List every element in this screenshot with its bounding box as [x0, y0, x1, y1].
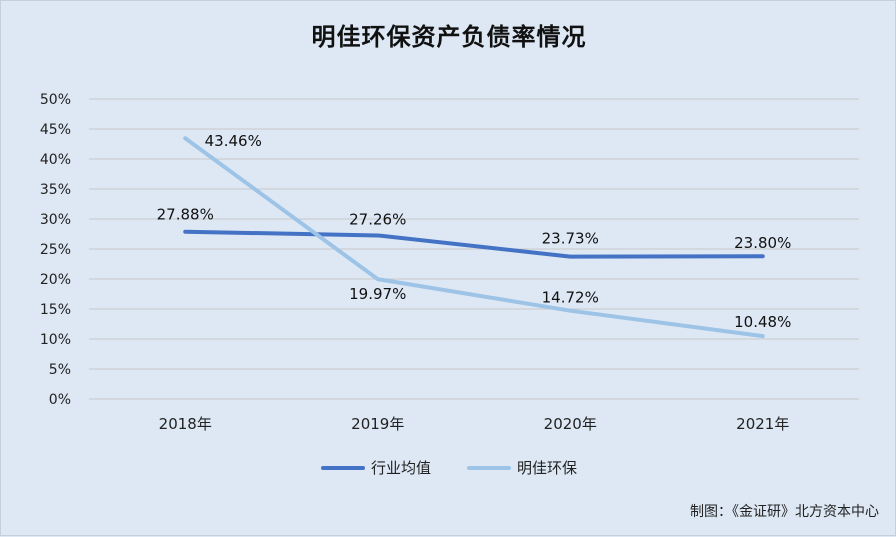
legend-item-mingjia: 明佳环保: [467, 457, 577, 478]
data-label: 23.80%: [734, 234, 791, 252]
series-line: [183, 136, 765, 339]
y-tick-label: 5%: [49, 362, 71, 378]
series-line: [183, 229, 765, 259]
y-tick-label: 30%: [40, 212, 71, 228]
y-tick-label: 25%: [40, 242, 71, 258]
data-label: 27.88%: [157, 206, 214, 224]
legend-label: 明佳环保: [517, 459, 578, 477]
y-tick-label: 45%: [40, 122, 71, 138]
chart-title: 明佳环保资产负债率情况: [311, 23, 587, 51]
y-tick-label: 20%: [40, 272, 71, 288]
y-tick-label: 40%: [40, 152, 71, 168]
legend: 行业均值 明佳环保: [1, 457, 896, 478]
data-label: 14.72%: [542, 289, 599, 307]
y-tick-label: 15%: [40, 302, 71, 318]
data-label: 19.97%: [349, 285, 406, 303]
y-tick-label: 50%: [40, 92, 71, 108]
y-tick-label: 35%: [40, 182, 71, 198]
x-tick-label: 2019年: [351, 415, 404, 433]
x-tick-label: 2021年: [736, 415, 789, 433]
x-tick-label: 2020年: [544, 415, 597, 433]
y-tick-label: 0%: [49, 392, 71, 408]
legend-swatch: [467, 465, 511, 470]
x-tick-label: 2018年: [159, 415, 212, 433]
legend-item-industry-avg: 行业均值: [320, 457, 431, 478]
data-label: 27.26%: [349, 210, 406, 228]
data-label: 10.48%: [734, 313, 791, 331]
source-credit: 制图：《金证研》北方资本中心: [690, 504, 879, 520]
legend-label: 行业均值: [370, 459, 431, 477]
y-tick-label: 10%: [40, 332, 71, 348]
legend-swatch: [320, 465, 365, 470]
data-label: 23.73%: [542, 230, 599, 248]
data-label: 43.46%: [205, 132, 262, 150]
